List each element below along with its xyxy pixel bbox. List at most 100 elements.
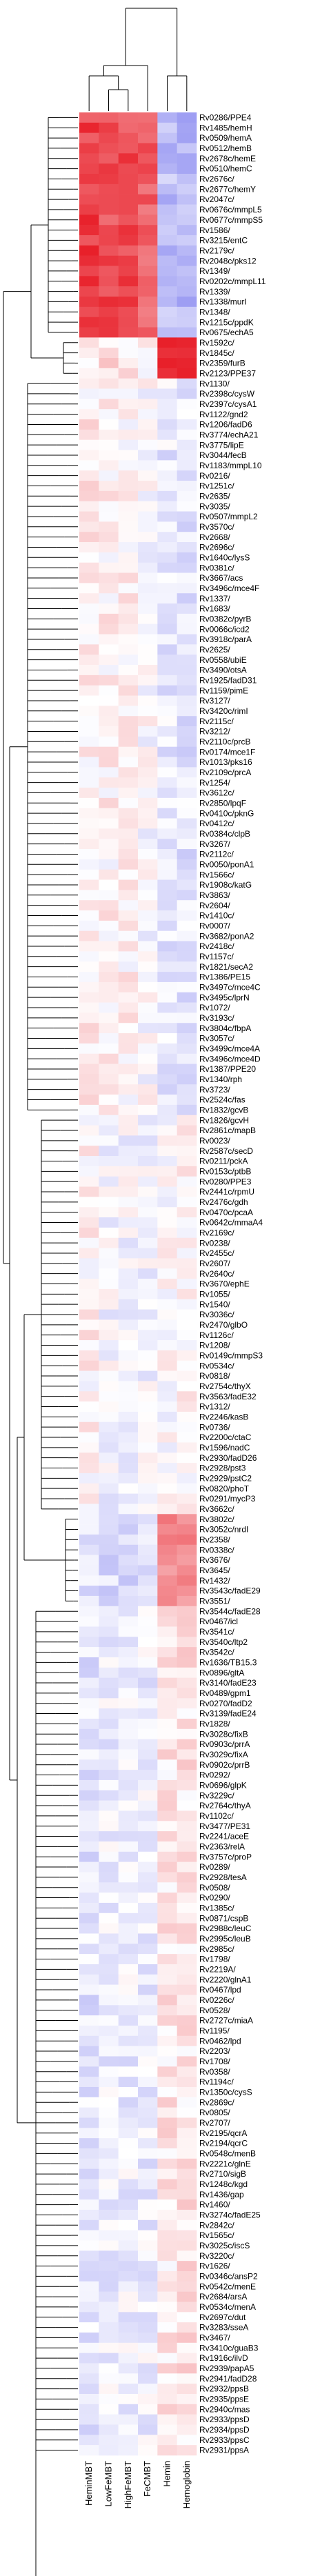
heatmap-cell	[99, 235, 119, 246]
heatmap-cell	[138, 665, 158, 676]
heatmap-cell	[138, 2312, 158, 2323]
heatmap-cell	[177, 143, 197, 154]
heatmap-cell	[118, 1739, 139, 1750]
row-label: Rv0736/	[199, 1422, 230, 1432]
heatmap-cell	[99, 613, 119, 624]
row-label: Rv3682/ponA2	[199, 931, 254, 941]
heatmap-cell	[79, 2445, 99, 2456]
heatmap-cell	[177, 726, 197, 737]
heatmap-cell	[157, 685, 177, 696]
heatmap-cell	[138, 603, 158, 615]
heatmap-cell	[177, 1984, 197, 1995]
heatmap-cell	[157, 348, 177, 359]
heatmap-cell	[138, 1268, 158, 1279]
heatmap-cell	[177, 1851, 197, 1862]
heatmap-cell	[138, 2158, 158, 2169]
heatmap-cell	[79, 1974, 99, 1985]
heatmap-cell	[118, 2230, 139, 2241]
heatmap-cell	[99, 511, 119, 522]
heatmap-cell	[177, 879, 197, 890]
heatmap-cell	[157, 2384, 177, 2395]
heatmap-cell	[177, 235, 197, 246]
heatmap-cell	[79, 685, 99, 696]
heatmap-cell	[79, 266, 99, 277]
row-label: Rv0270/fadD2	[199, 1699, 252, 1708]
row-label: Rv1126c/	[199, 1330, 234, 1340]
heatmap-cell	[118, 583, 139, 594]
heatmap-cell	[177, 1555, 197, 1566]
heatmap-cell	[157, 2077, 177, 2088]
heatmap-cell	[99, 1647, 119, 1658]
row-label: Rv2241/aceE	[199, 1832, 249, 1841]
heatmap-cell	[118, 1146, 139, 1157]
row-label: Rv0216/	[199, 471, 230, 481]
heatmap-cell	[157, 1391, 177, 1402]
row-label: Rv2764c/thyA	[199, 1801, 251, 1810]
heatmap-cell	[177, 623, 197, 635]
heatmap-cell	[99, 1841, 119, 1853]
heatmap-cell	[79, 1718, 99, 1730]
heatmap-cell	[118, 501, 139, 512]
heatmap-cell	[138, 675, 158, 686]
heatmap-cell	[99, 2138, 119, 2149]
row-label: Rv0508/	[199, 1883, 230, 1893]
heatmap-cell	[157, 1074, 177, 1085]
heatmap-cell	[138, 1483, 158, 1494]
heatmap-cell	[157, 1575, 177, 1586]
heatmap-cell	[118, 2404, 139, 2415]
heatmap-cell	[99, 2394, 119, 2405]
row-label: Rv2169c/	[199, 1228, 234, 1237]
heatmap-cell	[99, 1135, 119, 1146]
heatmap-cell	[177, 2250, 197, 2262]
heatmap-cell	[118, 1248, 139, 1259]
heatmap-cell	[79, 1258, 99, 1269]
heatmap-cell	[177, 1893, 197, 1904]
heatmap-cell	[79, 2179, 99, 2190]
heatmap-cell	[157, 2414, 177, 2425]
heatmap-cell	[177, 1954, 197, 1965]
heatmap-cell	[157, 1913, 177, 1924]
heatmap-cell	[157, 951, 177, 962]
heatmap-cell	[157, 1964, 177, 1975]
heatmap-cell	[138, 1421, 158, 1432]
heatmap-cell	[157, 1800, 177, 1811]
heatmap-cell	[79, 532, 99, 543]
heatmap-cell	[79, 1319, 99, 1330]
heatmap-cell	[118, 1493, 139, 1504]
heatmap-cell	[177, 1933, 197, 1944]
heatmap-cell	[79, 2158, 99, 2169]
heatmap-cell	[118, 1381, 139, 1392]
heatmap-cell	[177, 2005, 197, 2016]
heatmap-cell	[118, 1964, 139, 1975]
heatmap-cell	[157, 2219, 177, 2230]
heatmap-cell	[118, 409, 139, 420]
heatmap-cell	[99, 1463, 119, 1474]
heatmap-cell	[79, 1995, 99, 2006]
heatmap-cell	[79, 2117, 99, 2128]
heatmap-cell	[157, 419, 177, 430]
heatmap-cell	[177, 1800, 197, 1811]
row-label: Rv3467/	[199, 2333, 230, 2343]
row-label: Rv2842c/	[199, 2220, 234, 2230]
heatmap-cell	[99, 2077, 119, 2088]
heatmap-cell	[157, 849, 177, 860]
heatmap-cell	[177, 1534, 197, 1546]
row-label: Rv3028c/fixB	[199, 1729, 248, 1739]
heatmap-cell	[157, 736, 177, 748]
heatmap-cell	[138, 490, 158, 501]
heatmap-cell	[79, 2219, 99, 2230]
heatmap-cell	[99, 470, 119, 481]
heatmap-cell	[177, 286, 197, 297]
heatmap-cell	[138, 1084, 158, 1095]
heatmap-cell	[79, 1472, 99, 1484]
heatmap-cell	[118, 788, 139, 799]
heatmap-cell	[118, 2158, 139, 2169]
heatmap-cell	[118, 797, 139, 809]
row-label: Rv0007/	[199, 921, 230, 930]
heatmap-cell	[177, 2270, 197, 2282]
heatmap-cell	[118, 2005, 139, 2016]
heatmap-cell	[79, 818, 99, 829]
row-label: Rv3420c/rimI	[199, 706, 248, 716]
heatmap-cell	[79, 859, 99, 870]
heatmap-cell	[157, 1207, 177, 1218]
